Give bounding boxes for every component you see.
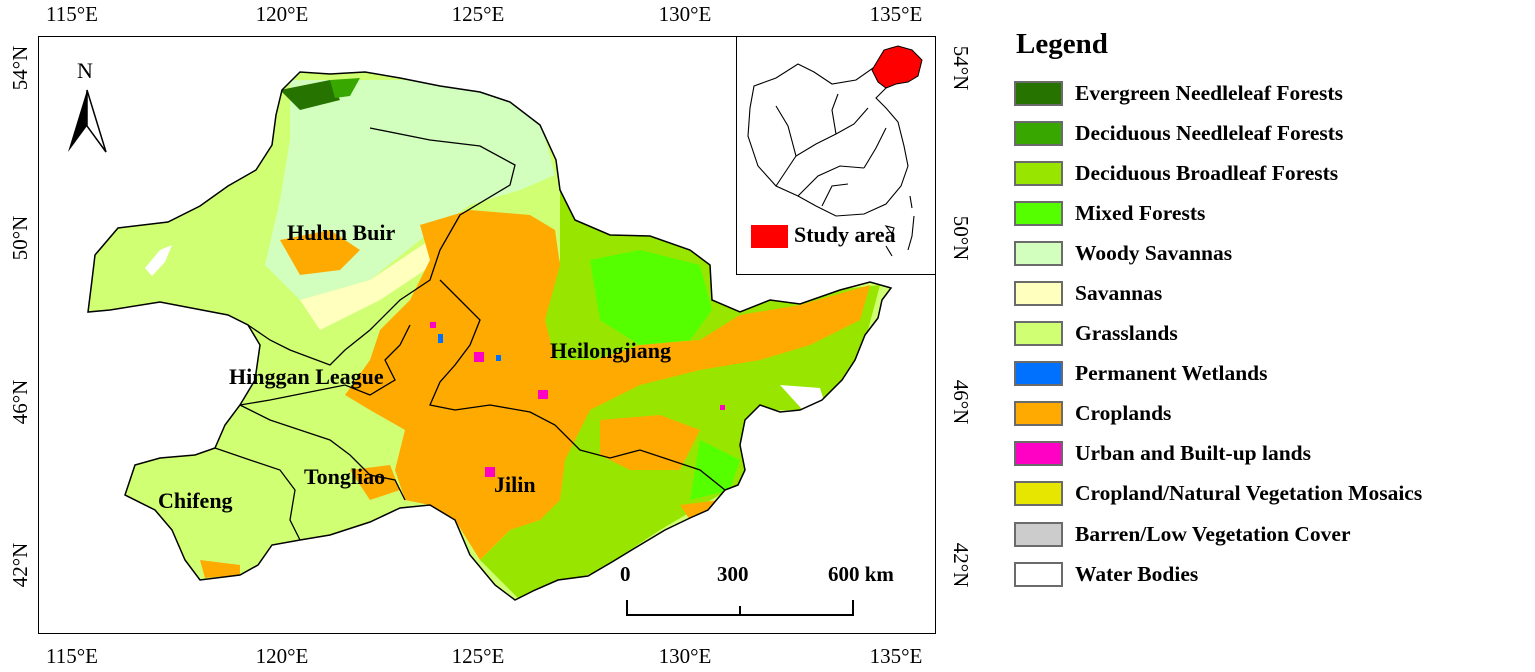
legend-item: Deciduous Needleleaf Forests bbox=[1014, 113, 1534, 153]
lat-label-left-42: 42°N bbox=[7, 542, 32, 588]
lon-label-bottom-115: 115°E bbox=[46, 644, 98, 668]
legend-label: Water Bodies bbox=[1075, 561, 1199, 586]
legend-swatch bbox=[1014, 120, 1063, 146]
legend-title: Legend bbox=[1016, 28, 1108, 60]
legend-items: Evergreen Needleleaf Forests Deciduous Ne… bbox=[1014, 73, 1534, 594]
legend-swatch bbox=[1014, 361, 1063, 387]
lat-label-right-50: 50°N bbox=[948, 215, 973, 261]
legend-swatch bbox=[1014, 321, 1063, 347]
legend-item: Grasslands bbox=[1014, 314, 1534, 354]
lon-label-bottom-125: 125°E bbox=[451, 644, 505, 668]
legend-swatch bbox=[1014, 401, 1063, 427]
legend-item: Evergreen Needleleaf Forests bbox=[1014, 73, 1534, 113]
legend-swatch bbox=[1014, 160, 1063, 186]
legend-item: Deciduous Broadleaf Forests bbox=[1014, 153, 1534, 193]
legend-item: Permanent Wetlands bbox=[1014, 354, 1534, 394]
scale-label-300: 300 bbox=[717, 562, 749, 586]
lon-label-bottom-135: 135°E bbox=[869, 644, 923, 668]
legend-label: Grasslands bbox=[1075, 321, 1178, 346]
lon-label-bottom-130: 130°E bbox=[658, 644, 712, 668]
legend-swatch bbox=[1014, 80, 1063, 106]
lat-label-right-54: 54°N bbox=[948, 45, 973, 91]
legend-item: Croplands bbox=[1014, 394, 1534, 434]
region-label-heilongjiang: Heilongjiang bbox=[550, 338, 672, 363]
legend-label: Mixed Forests bbox=[1075, 200, 1206, 225]
legend-swatch bbox=[1014, 281, 1063, 307]
inset-legend-swatch bbox=[751, 225, 788, 248]
legend-label: Savannas bbox=[1075, 281, 1163, 306]
lon-label-top-115: 115°E bbox=[46, 2, 98, 26]
lat-label-left-46: 46°N bbox=[7, 379, 32, 425]
legend-swatch bbox=[1014, 481, 1063, 507]
legend-label: Permanent Wetlands bbox=[1075, 361, 1268, 386]
lat-label-left-54: 54°N bbox=[7, 45, 32, 91]
lon-label-top-120: 120°E bbox=[255, 2, 309, 26]
legend-label: Cropland/Natural Vegetation Mosaics bbox=[1075, 481, 1423, 506]
lat-label-left-50: 50°N bbox=[7, 215, 32, 261]
legend-swatch bbox=[1014, 240, 1063, 266]
region-label-chifeng: Chifeng bbox=[158, 488, 233, 513]
north-arrow bbox=[68, 89, 107, 153]
legend-label: Deciduous Broadleaf Forests bbox=[1075, 160, 1339, 185]
lon-label-top-125: 125°E bbox=[451, 2, 505, 26]
legend-swatch bbox=[1014, 561, 1063, 587]
legend-item: Water Bodies bbox=[1014, 554, 1534, 594]
region-label-hulun-buir: Hulun Buir bbox=[287, 220, 396, 245]
scale-label-600km: 600 km bbox=[828, 562, 894, 586]
lon-label-bottom-120: 120°E bbox=[255, 644, 309, 668]
legend-label: Barren/Low Vegetation Cover bbox=[1075, 521, 1351, 546]
legend-label: Evergreen Needleleaf Forests bbox=[1075, 80, 1343, 105]
legend-swatch bbox=[1014, 200, 1063, 226]
legend-swatch bbox=[1014, 441, 1063, 467]
lon-label-top-130: 130°E bbox=[658, 2, 712, 26]
region-label-hinggan-league: Hinggan League bbox=[229, 364, 384, 389]
legend-item: Urban and Built-up lands bbox=[1014, 434, 1534, 474]
region-label-tongliao: Tongliao bbox=[304, 464, 386, 489]
lon-label-top-135: 135°E bbox=[869, 2, 923, 26]
lat-label-right-42: 42°N bbox=[948, 542, 973, 588]
legend: Legend Evergreen Needleleaf Forests Decid… bbox=[1014, 30, 1534, 594]
legend-swatch bbox=[1014, 521, 1063, 547]
legend-item: Woody Savannas bbox=[1014, 233, 1534, 273]
legend-label: Deciduous Needleleaf Forests bbox=[1075, 120, 1344, 145]
inset-china-map bbox=[747, 45, 923, 257]
scale-label-0: 0 bbox=[620, 562, 631, 586]
inset-legend-label: Study area bbox=[794, 222, 896, 247]
legend-label: Urban and Built-up lands bbox=[1075, 441, 1312, 466]
legend-item: Mixed Forests bbox=[1014, 193, 1534, 233]
legend-item: Savannas bbox=[1014, 273, 1534, 313]
legend-label: Croplands bbox=[1075, 401, 1172, 426]
legend-item: Cropland/Natural Vegetation Mosaics bbox=[1014, 474, 1534, 514]
legend-item: Barren/Low Vegetation Cover bbox=[1014, 514, 1534, 554]
lat-label-right-46: 46°N bbox=[948, 379, 973, 425]
legend-label: Woody Savannas bbox=[1075, 240, 1233, 265]
north-arrow-label: N bbox=[77, 58, 93, 83]
region-label-jilin: Jilin bbox=[494, 472, 536, 497]
